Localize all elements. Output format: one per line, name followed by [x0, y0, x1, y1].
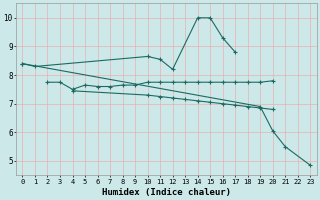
- X-axis label: Humidex (Indice chaleur): Humidex (Indice chaleur): [102, 188, 231, 197]
